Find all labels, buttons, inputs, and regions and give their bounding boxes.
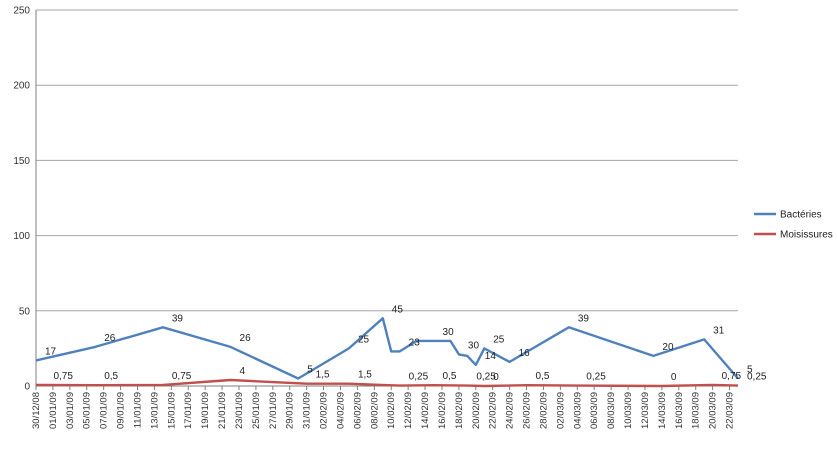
data-label: 26 bbox=[104, 333, 116, 344]
data-label: 39 bbox=[172, 313, 184, 324]
x-tick-label-17: 02/02/09 bbox=[319, 392, 330, 429]
x-tick-label-13: 25/01/09 bbox=[251, 392, 262, 429]
data-label: 0,75 bbox=[172, 371, 192, 382]
x-tick-label-27: 22/02/09 bbox=[488, 392, 499, 429]
data-label: 26 bbox=[240, 333, 252, 344]
x-tick-label-38: 16/03/09 bbox=[674, 392, 685, 429]
x-tick-label-36: 12/03/09 bbox=[640, 392, 651, 429]
x-tick-label-12: 23/01/09 bbox=[234, 392, 245, 429]
x-tick-label-40: 20/03/09 bbox=[708, 392, 719, 429]
x-tick-label-15: 29/01/09 bbox=[285, 392, 296, 429]
x-tick-label-31: 02/03/09 bbox=[555, 392, 566, 429]
x-tick-label-5: 09/01/09 bbox=[116, 392, 127, 429]
x-tick-label-1: 01/01/09 bbox=[48, 392, 59, 429]
data-label: 0 bbox=[493, 372, 499, 383]
data-label: 1,5 bbox=[316, 370, 330, 381]
series-lines bbox=[35, 317, 739, 388]
data-label: 30 bbox=[443, 327, 455, 338]
x-tick-label-21: 10/02/09 bbox=[386, 392, 397, 429]
y-tick-label-100: 100 bbox=[13, 231, 30, 242]
data-label: 5 bbox=[307, 364, 313, 375]
x-tick-label-14: 27/01/09 bbox=[268, 392, 279, 429]
data-label: 0,75 bbox=[53, 371, 73, 382]
data-label: 5 bbox=[747, 364, 753, 375]
legend: Bactéries Moisissures bbox=[754, 210, 833, 241]
x-tick-label-20: 08/02/09 bbox=[369, 392, 380, 429]
data-label: 39 bbox=[578, 313, 590, 324]
x-tick-label-8: 15/01/09 bbox=[166, 392, 177, 429]
x-tick-label-18: 04/02/09 bbox=[335, 392, 346, 429]
data-label: 30 bbox=[468, 340, 480, 351]
y-tick-label-200: 200 bbox=[13, 81, 30, 92]
x-tick-label-30: 28/02/09 bbox=[538, 392, 549, 429]
data-label: 0 bbox=[671, 372, 677, 383]
data-label: 4 bbox=[240, 366, 246, 377]
x-tick-label-29: 26/02/09 bbox=[522, 392, 533, 429]
data-label: 0,25 bbox=[409, 372, 429, 383]
x-tick-label-9: 17/01/09 bbox=[183, 392, 194, 429]
x-tick-label-34: 08/03/09 bbox=[606, 392, 617, 429]
gridlines bbox=[36, 9, 738, 312]
x-tick-label-11: 21/01/09 bbox=[217, 392, 228, 429]
x-tick-label-16: 31/01/09 bbox=[302, 392, 313, 429]
data-label: 0,5 bbox=[104, 371, 118, 382]
data-label: 0,5 bbox=[443, 371, 457, 382]
series-line-moisissures bbox=[36, 378, 739, 388]
x-tick-label-33: 06/03/09 bbox=[589, 392, 600, 429]
data-label: 17 bbox=[45, 346, 57, 357]
y-tick-label-0: 0 bbox=[24, 382, 30, 393]
x-tick-label-24: 16/02/09 bbox=[437, 392, 448, 429]
x-tick-label-3: 05/01/09 bbox=[82, 392, 93, 429]
x-tick-label-23: 14/02/09 bbox=[420, 392, 431, 429]
x-tick-label-7: 13/01/09 bbox=[149, 392, 160, 429]
x-tick-label-35: 10/03/09 bbox=[623, 392, 634, 429]
x-tick-label-25: 18/02/09 bbox=[454, 392, 465, 429]
x-tick-label-6: 11/01/09 bbox=[132, 392, 143, 428]
data-label: 0,25 bbox=[586, 372, 606, 383]
x-tick-label-22: 12/02/09 bbox=[403, 392, 414, 429]
data-label: 1,5 bbox=[358, 370, 372, 381]
y-tick-label-50: 50 bbox=[19, 306, 31, 317]
x-tick-label-2: 03/01/09 bbox=[65, 392, 76, 429]
data-label: 0,75 bbox=[722, 371, 742, 382]
x-tick-label-37: 14/03/09 bbox=[657, 392, 668, 429]
data-label: 16 bbox=[519, 348, 531, 359]
data-label: 23 bbox=[409, 337, 421, 348]
data-label: 31 bbox=[713, 325, 725, 336]
x-tick-label-28: 24/02/09 bbox=[505, 392, 516, 429]
data-label: 25 bbox=[493, 334, 505, 345]
data-label: 0,5 bbox=[536, 371, 550, 382]
legend-label-0: Bactéries bbox=[780, 210, 822, 221]
data-label: 0,25 bbox=[476, 372, 496, 383]
y-tick-label-150: 150 bbox=[13, 156, 30, 167]
data-label: 25 bbox=[358, 334, 370, 345]
data-label: 0,25 bbox=[747, 372, 767, 383]
x-tick-label-0: 30/12/08 bbox=[31, 392, 42, 429]
x-tick-label-10: 19/01/09 bbox=[200, 392, 211, 429]
x-tick-label-41: 22/03/09 bbox=[725, 392, 736, 429]
y-tick-label-250: 250 bbox=[13, 6, 30, 17]
data-labels: 17 26 39 26 5 25 45 23 30 30 14 25 16 39 20 31 5 0,75 0,5 0… bbox=[45, 304, 767, 383]
data-label: 14 bbox=[485, 351, 497, 362]
legend-label-1: Moisissures bbox=[780, 230, 833, 241]
series-line-bacteries bbox=[35, 317, 739, 380]
x-tick-label-32: 04/03/09 bbox=[572, 392, 583, 429]
x-tick-label-39: 18/03/09 bbox=[691, 392, 702, 429]
x-tick-label-4: 07/01/09 bbox=[99, 392, 110, 429]
data-label: 45 bbox=[392, 304, 404, 315]
x-tick-label-19: 06/02/09 bbox=[352, 392, 363, 429]
data-label: 20 bbox=[662, 342, 674, 353]
x-tick-label-26: 20/02/09 bbox=[471, 392, 482, 429]
